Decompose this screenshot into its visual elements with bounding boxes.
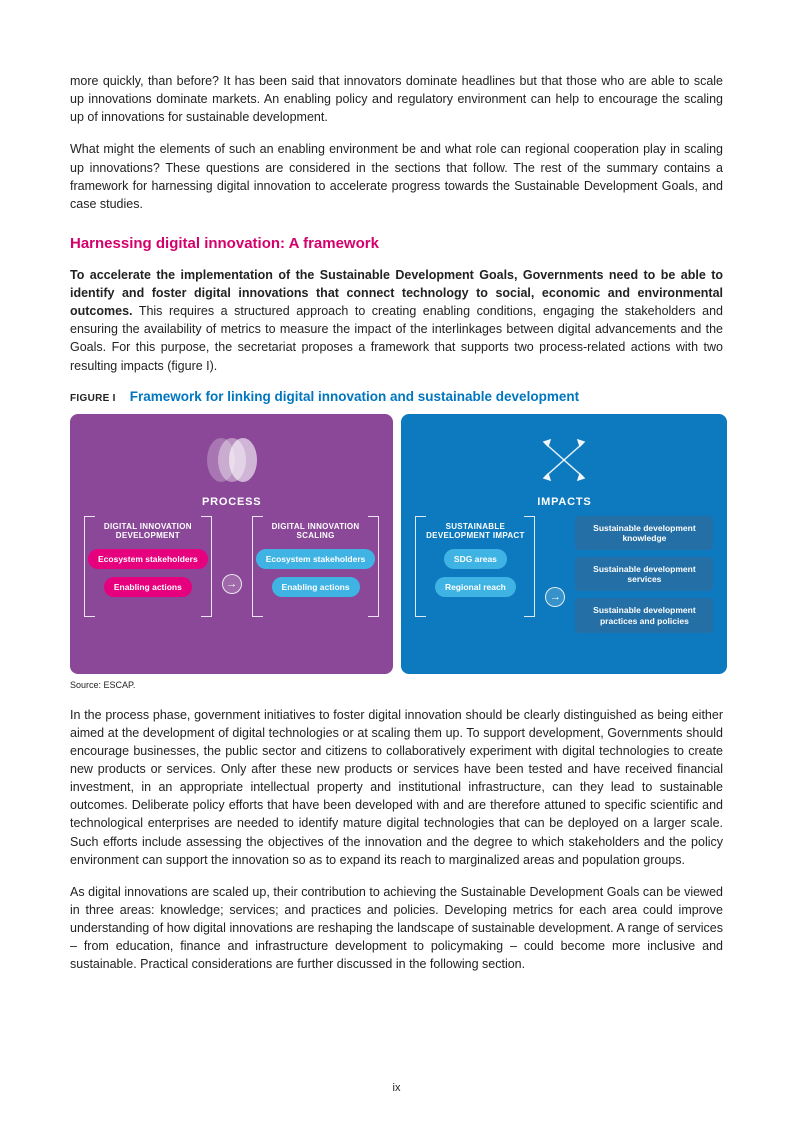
scaling-group: DIGITAL INNOVATION SCALING Ecosystem sta… (252, 516, 380, 615)
dev-group: DIGITAL INNOVATION DEVELOPMENT Ecosystem… (84, 516, 212, 615)
impact-left-group: SUSTAINABLE DEVELOPMENT IMPACT SDG areas… (415, 516, 535, 615)
paragraph-1: more quickly, than before? It has been s… (70, 72, 723, 126)
impact-pill-2: Regional reach (435, 577, 516, 597)
impact-pill-1: SDG areas (444, 549, 507, 569)
scaling-group-title: DIGITAL INNOVATION SCALING (256, 522, 376, 541)
impact-box-2: Sustainable development services (575, 557, 713, 591)
paragraph-5: As digital innovations are scaled up, th… (70, 883, 723, 974)
para3-rest: This requires a structured approach to c… (70, 304, 723, 372)
figure-title: Framework for linking digital innovation… (130, 389, 579, 404)
paragraph-3: To accelerate the implementation of the … (70, 266, 723, 375)
dev-group-title: DIGITAL INNOVATION DEVELOPMENT (88, 522, 208, 541)
scaling-pill-1: Ecosystem stakeholders (256, 549, 376, 569)
arrow-icon: → (222, 574, 242, 594)
page-number: ix (0, 1082, 793, 1094)
process-panel: PROCESS DIGITAL INNOVATION DEVELOPMENT E… (70, 414, 393, 674)
impact-box-3: Sustainable development practices and po… (575, 598, 713, 632)
dev-pill-2: Enabling actions (104, 577, 192, 597)
process-title: PROCESS (202, 496, 261, 508)
scaling-pill-2: Enabling actions (272, 577, 360, 597)
paragraph-2: What might the elements of such an enabl… (70, 140, 723, 213)
figure-label: FIGURE I (70, 393, 116, 404)
section-heading: Harnessing digital innovation: A framewo… (70, 235, 723, 252)
impact-boxes: Sustainable development knowledge Sustai… (575, 516, 713, 640)
impacts-title: IMPACTS (537, 496, 591, 508)
figure-header: FIGURE I Framework for linking digital i… (70, 389, 723, 404)
impacts-panel: IMPACTS SUSTAINABLE DEVELOPMENT IMPACT S… (401, 414, 727, 674)
impact-box-1: Sustainable development knowledge (575, 516, 713, 550)
framework-diagram: PROCESS DIGITAL INNOVATION DEVELOPMENT E… (70, 414, 723, 674)
arrow-icon-2: → (545, 587, 565, 607)
figure-source: Source: ESCAP. (70, 680, 723, 690)
impact-left-title: SUSTAINABLE DEVELOPMENT IMPACT (419, 522, 531, 541)
impacts-icon (415, 428, 713, 492)
paragraph-4: In the process phase, government initiat… (70, 706, 723, 869)
process-icon (84, 428, 379, 492)
dev-pill-1: Ecosystem stakeholders (88, 549, 208, 569)
